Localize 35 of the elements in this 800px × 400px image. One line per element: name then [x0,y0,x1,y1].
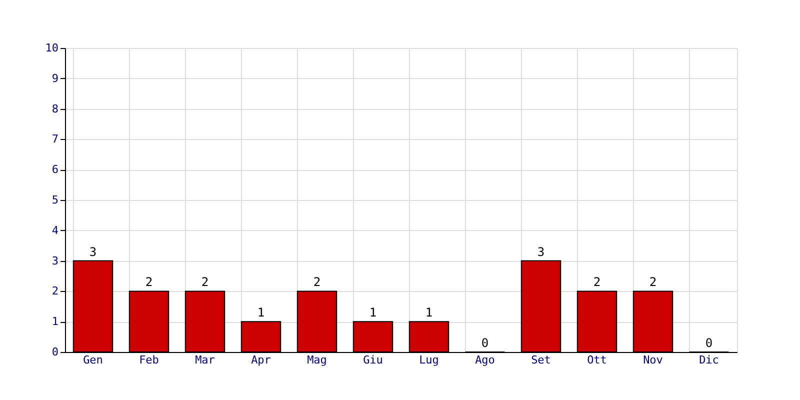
x-tick-label: Gen [83,354,103,366]
data-label: 2 [145,275,153,290]
data-label: 3 [537,244,545,259]
x-tick-label: Feb [139,354,159,366]
y-tick-label: 3 [52,254,58,268]
y-tick-label: 9 [52,72,58,85]
data-label: 1 [425,306,433,320]
x-tick-label: Ago [475,354,495,366]
y-tick-label: 1 [52,315,58,328]
y-tick-label: 2 [52,284,58,298]
data-label: 2 [201,275,209,290]
y-tick-label: 5 [52,194,58,206]
y-tick-label: 6 [52,163,58,176]
x-tick-label: Dic [699,354,719,366]
x-tick-label: Set [531,354,551,366]
x-tick-label: Giu [363,354,383,366]
y-tick-label: 7 [52,132,58,146]
data-label: 3 [89,244,97,259]
x-tick-label: Mag [307,354,327,366]
data-label: 2 [649,275,657,290]
y-tick-label: 8 [52,102,58,116]
data-label: 1 [369,306,377,320]
data-label: 0 [481,336,489,350]
x-tick-label: Ott [587,354,607,366]
x-tick-label: Nov [643,354,664,366]
data-label: 0 [705,336,713,350]
data-label: 1 [257,306,265,320]
y-tick-label: 0 [52,346,58,358]
x-tick-label: Apr [251,354,272,366]
x-tick-label: Mar [195,354,216,366]
y-tick-label: 10 [45,42,58,54]
data-label: 2 [313,275,321,290]
data-label: 2 [593,275,601,290]
x-tick-label: Lug [419,354,439,366]
y-tick-label: 4 [52,224,59,237]
